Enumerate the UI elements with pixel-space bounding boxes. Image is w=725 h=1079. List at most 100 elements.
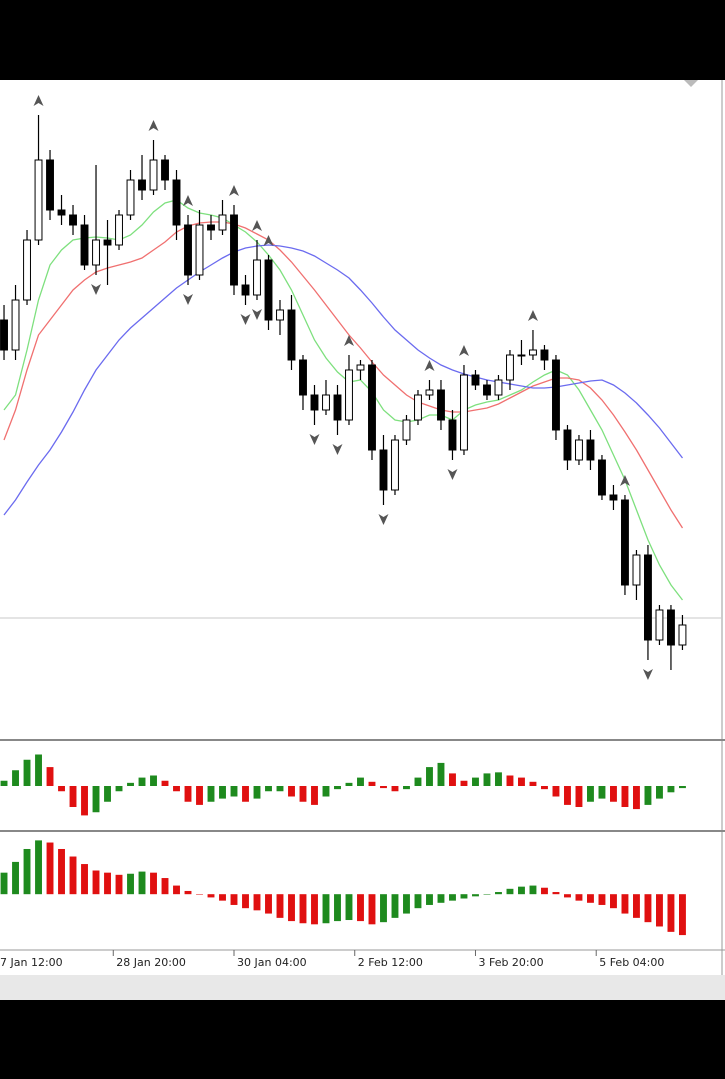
candle-body: [471, 374, 480, 386]
x-tick-label: 5 Feb 04:00: [599, 956, 664, 969]
candle-body: [598, 459, 606, 496]
candle-body: [621, 499, 629, 586]
fractal-down-arrow: [309, 434, 320, 445]
candle-body: [414, 394, 422, 421]
fractal-up-arrow: [251, 220, 262, 231]
oscillator-bar: [656, 786, 663, 799]
oscillator-bar: [403, 894, 410, 914]
fractal-up-arrow: [343, 335, 354, 346]
oscillator-bar: [656, 894, 663, 927]
candle-body: [368, 364, 376, 451]
candle-body: [57, 209, 66, 216]
oscillator-bar: [414, 777, 422, 786]
oscillator-bar: [575, 786, 583, 807]
fractal-down-arrow: [251, 309, 262, 320]
oscillator-bar: [196, 786, 203, 805]
candle-body: [575, 439, 583, 461]
candle-body: [241, 284, 250, 296]
bottom-bar: [0, 1000, 725, 1079]
oscillator-bar: [219, 894, 226, 901]
x-tick-label: 2 Feb 12:00: [358, 956, 423, 969]
oscillator-bar: [495, 772, 502, 786]
candle-body: [230, 214, 238, 286]
moving-average-line: [3, 221, 684, 529]
oscillator-bar: [679, 786, 686, 789]
candle-body: [425, 389, 434, 396]
oscillator-bar: [69, 786, 77, 807]
oscillator-bar: [207, 894, 215, 898]
oscillator-bar: [552, 786, 560, 797]
oscillator-bar: [81, 864, 88, 895]
candle-body: [529, 349, 537, 356]
oscillator-bar: [357, 777, 364, 786]
oscillator-bar: [437, 894, 445, 903]
oscillator-bar: [104, 786, 111, 802]
oscillator-bar: [311, 786, 318, 805]
oscillator-bar: [598, 894, 606, 905]
oscillator-bar: [587, 894, 594, 903]
oscillator-bar: [299, 786, 307, 802]
candle-body: [517, 354, 526, 357]
oscillator-bar: [46, 842, 54, 895]
oscillator-bar: [104, 872, 111, 895]
candle-body: [333, 394, 342, 421]
oscillator-bar: [173, 885, 180, 895]
oscillator-bar: [610, 894, 617, 909]
candle-body: [264, 259, 273, 321]
candle-body: [310, 394, 319, 411]
candle-body: [402, 419, 411, 441]
candle-body: [149, 159, 158, 191]
oscillator-bar: [138, 871, 146, 895]
oscillator-bar: [253, 894, 261, 911]
oscillator-bar: [541, 786, 548, 790]
candle-body: [322, 394, 330, 411]
oscillator-bar: [253, 786, 261, 799]
candle-body: [345, 369, 353, 421]
fractal-up-arrow: [148, 120, 159, 131]
candle-body: [195, 224, 204, 276]
candle-body: [540, 349, 549, 361]
fractal-up-arrow: [33, 95, 44, 106]
candle-body: [667, 609, 675, 646]
oscillator-bar: [529, 781, 537, 786]
oscillator-bar: [667, 786, 675, 793]
oscillator-bar: [161, 878, 169, 895]
fractal-up-arrow: [527, 310, 538, 321]
x-tick-label: 30 Jan 04:00: [237, 956, 307, 969]
oscillator-bar: [196, 894, 203, 895]
candle-body: [218, 214, 227, 231]
oscillator-bar: [161, 780, 169, 786]
oscillator-bar: [46, 767, 54, 786]
candle-body: [276, 309, 284, 321]
fractal-up-arrow: [183, 195, 194, 206]
oscillator-bar: [0, 872, 8, 895]
fractal-up-arrow: [263, 235, 274, 246]
oscillator-bar: [12, 770, 19, 786]
candle-body: [644, 554, 652, 641]
oscillator-bar: [150, 872, 157, 895]
oscillator-bar: [127, 873, 134, 895]
oscillator-bar: [426, 894, 433, 905]
oscillator-bar: [449, 894, 456, 901]
oscillator-bar: [288, 786, 295, 797]
x-tick-label: 28 Jan 20:00: [116, 956, 186, 969]
oscillator-bar: [598, 786, 606, 799]
chart-background: [0, 80, 725, 975]
oscillator-bar: [92, 870, 100, 895]
candle-body: [460, 374, 468, 451]
candle-body: [253, 259, 261, 296]
oscillator-bar: [437, 762, 445, 786]
oscillator-bar: [391, 894, 399, 918]
candle-body: [0, 319, 8, 351]
candle-body: [138, 179, 146, 191]
fractal-up-arrow: [458, 345, 469, 356]
oscillator-bar: [242, 894, 249, 909]
oscillator-bar: [472, 894, 479, 897]
candle-body: [299, 359, 307, 396]
candle-body: [552, 359, 560, 431]
oscillator-bar: [288, 894, 295, 922]
fractal-down-arrow: [642, 669, 653, 680]
oscillator-bar: [414, 894, 422, 909]
oscillator-bar: [115, 874, 123, 895]
